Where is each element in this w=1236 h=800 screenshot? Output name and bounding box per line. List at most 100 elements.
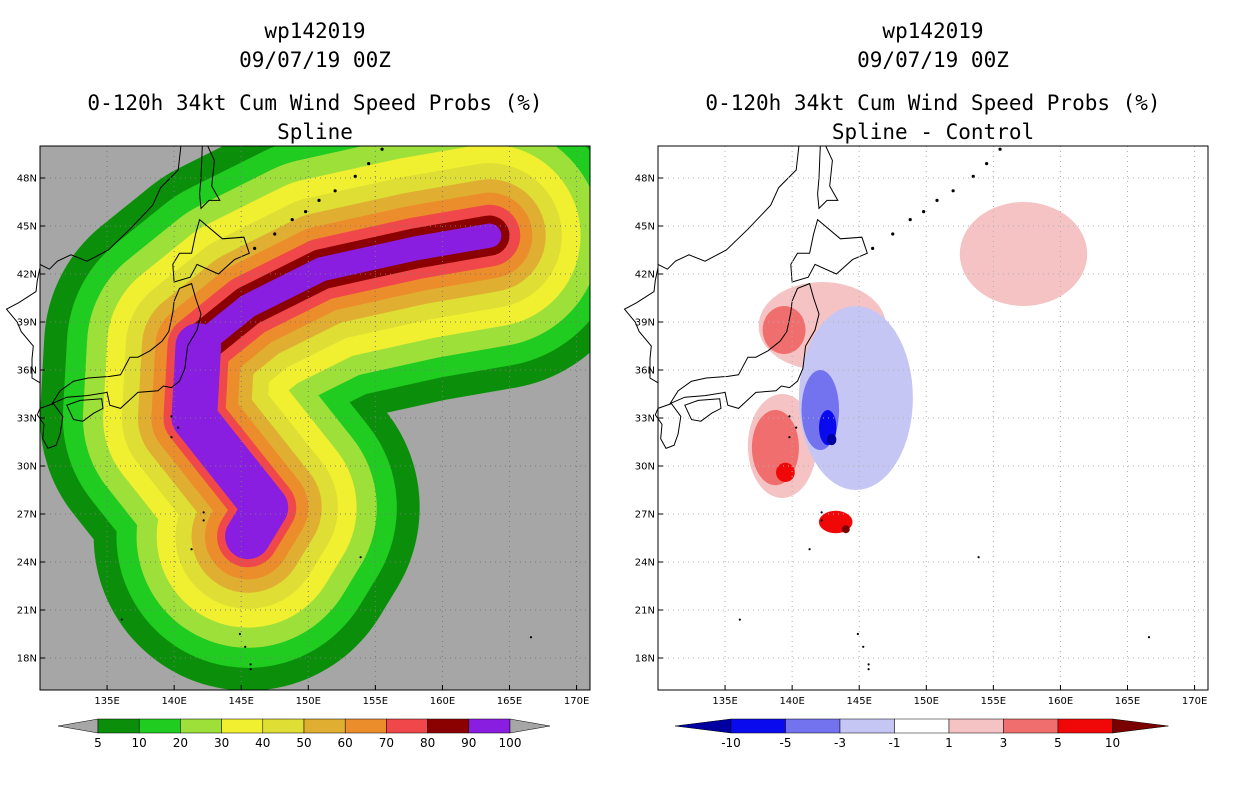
colorbar-label: 1 [945, 736, 953, 750]
kuril-island-dot [273, 232, 277, 236]
colorbar-label: 50 [296, 736, 311, 750]
left-product-label: 0-120h 34kt Cum Wind Speed Probs (%) [87, 91, 543, 115]
colorbar-label: 90 [461, 736, 476, 750]
left-storm-id: wp142019 [264, 19, 366, 43]
small-island-dot [359, 556, 362, 559]
panel-1-probability-contours [40, 146, 590, 690]
colorbar-swatch [468, 718, 511, 734]
kuril-island-dot [353, 174, 357, 178]
colorbar-left-arrow [57, 718, 99, 734]
y-tick-label: 33N [17, 414, 37, 425]
small-island-dot [238, 632, 241, 636]
small-island-dot [190, 548, 193, 551]
y-tick-label: 24N [635, 558, 655, 569]
colorbar-swatch [839, 718, 895, 734]
coastline-island [172, 218, 250, 283]
panel-2-coastline [623, 145, 1151, 671]
small-island-dot [867, 663, 870, 666]
colorbar-label: 80 [420, 736, 435, 750]
coastline-island [36, 403, 64, 450]
colorbar-swatch [785, 718, 841, 734]
y-tick-label: 39N [17, 318, 37, 329]
x-tick-label: 140E [779, 696, 804, 707]
difference-region-positive-1 [959, 202, 1088, 306]
small-island-dot [170, 415, 173, 418]
y-tick-label: 42N [635, 270, 655, 281]
colorbar-label: 5 [1054, 736, 1062, 750]
x-tick-label: 150E [296, 696, 321, 707]
colorbar-label: 30 [214, 736, 229, 750]
small-island-dot [867, 668, 870, 671]
colorbar-label: 3 [1000, 736, 1008, 750]
y-tick-label: 45N [635, 222, 655, 233]
small-island-dot [738, 618, 741, 621]
colorbar-swatch [262, 718, 305, 734]
panel-1-frame [39, 145, 591, 691]
y-tick-label: 30N [17, 462, 37, 473]
small-island-dot [788, 415, 791, 418]
colorbar-label: 5 [94, 736, 102, 750]
panel-1-coastline [5, 145, 533, 671]
coastline-island [50, 282, 202, 409]
colorbar-swatch [1057, 718, 1113, 734]
x-tick-label: 155E [981, 696, 1006, 707]
kuril-island-dot [317, 198, 321, 202]
colorbar-left-arrow [674, 718, 732, 734]
colorbar-swatch [427, 718, 470, 734]
kuril-island-dot [304, 210, 308, 214]
contour-100pct [171, 323, 289, 560]
right-panel-subtitle: 0-120h 34kt Cum Wind Speed Probs (%) Spl… [658, 89, 1208, 147]
colorbar-swatch [344, 718, 387, 734]
coastline-island [684, 398, 722, 422]
y-tick-label: 33N [635, 414, 655, 425]
x-tick-label: 135E [712, 696, 737, 707]
coastline-mainland [623, 267, 659, 384]
right-colorbar: -10 -5 -3 -1 1 3 5 10 [674, 718, 1169, 750]
panel-1-grid: 135E 140E 145E 150E 155E 160E 165E 170E 48N 45N 42… [17, 146, 590, 707]
y-tick-label: 45N [17, 222, 37, 233]
kuril-island-dot [922, 210, 926, 214]
coastline-island [654, 403, 682, 450]
y-tick-label: 42N [17, 270, 37, 281]
panel-2-frame [657, 145, 1209, 691]
y-tick-label: 48N [635, 174, 655, 185]
left-colorbar: 5 10 20 30 40 50 60 70 80 90 100 [57, 718, 551, 750]
left-panel-subtitle: 0-120h 34kt Cum Wind Speed Probs (%) Spl… [40, 89, 590, 147]
y-tick-label: 48N [17, 174, 37, 185]
colorbar-swatch [894, 718, 950, 734]
small-island-dot [856, 632, 859, 636]
coastline-mainland [657, 145, 800, 270]
kuril-island-dot [908, 218, 912, 222]
kuril-island-dot [367, 162, 371, 166]
kuril-island-dot [971, 174, 975, 178]
colorbar-swatch [180, 718, 222, 734]
y-tick-label: 21N [635, 606, 655, 617]
x-tick-label: 170E [564, 696, 589, 707]
right-product-label: 0-120h 34kt Cum Wind Speed Probs (%) [705, 91, 1161, 115]
y-tick-label: 24N [17, 558, 37, 569]
kuril-island-dot [290, 218, 294, 222]
y-tick-label: 36N [635, 366, 655, 377]
colorbar-right-arrow [509, 718, 551, 734]
panel-2-grid: 135E 140E 145E 150E 155E 160E 165E 170E 48N 45N 42… [635, 146, 1208, 707]
colorbar-label: 60 [338, 736, 353, 750]
x-tick-label: 155E [363, 696, 388, 707]
y-tick-label: 36N [17, 366, 37, 377]
right-method-label: Spline - Control [831, 120, 1035, 144]
kuril-island-dot [935, 198, 939, 202]
x-tick-label: 140E [161, 696, 186, 707]
kuril-island-dot [380, 147, 384, 151]
colorbar-swatch [221, 718, 264, 734]
small-island-dot [862, 645, 865, 648]
colorbar-label: 100 [499, 736, 522, 750]
colorbar-right-arrow [1112, 718, 1169, 734]
y-tick-label: 27N [635, 510, 655, 521]
coastline-island [817, 145, 839, 210]
small-island-dot [249, 663, 252, 666]
colorbar-swatch [97, 718, 140, 734]
coastline-island [668, 282, 820, 409]
coastline-island [66, 398, 104, 422]
kuril-island-dot [333, 189, 337, 193]
coastline-island [790, 218, 868, 283]
